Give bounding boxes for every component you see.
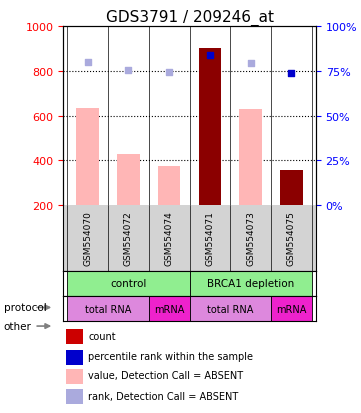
Bar: [67, 271, 190, 296]
Point: [166, 69, 172, 76]
Text: GSM554070: GSM554070: [83, 211, 92, 266]
Bar: [190, 296, 271, 321]
Bar: [66, 350, 83, 365]
Text: BRCA1 depletion: BRCA1 depletion: [207, 279, 294, 289]
Bar: [190, 271, 312, 296]
Text: control: control: [110, 279, 147, 289]
Text: GSM554071: GSM554071: [205, 211, 214, 266]
Bar: [149, 296, 190, 321]
Point: [248, 60, 253, 67]
Text: GSM554075: GSM554075: [287, 211, 296, 266]
Bar: [158, 166, 180, 206]
Point: [126, 67, 131, 74]
Bar: [77, 109, 99, 206]
Point: [85, 59, 91, 66]
Text: GSM554073: GSM554073: [246, 211, 255, 266]
Bar: [271, 296, 312, 321]
Text: protocol: protocol: [4, 303, 46, 313]
Bar: [66, 330, 83, 345]
Bar: [67, 296, 149, 321]
Bar: [280, 171, 303, 206]
Point: [207, 52, 213, 59]
Text: mRNA: mRNA: [276, 304, 306, 314]
Text: rank, Detection Call = ABSENT: rank, Detection Call = ABSENT: [88, 391, 239, 401]
Text: total RNA: total RNA: [85, 304, 131, 314]
Text: count: count: [88, 331, 116, 341]
Bar: [117, 154, 140, 206]
Point: [288, 71, 294, 77]
Text: percentile rank within the sample: percentile rank within the sample: [88, 351, 253, 361]
Text: other: other: [4, 321, 31, 331]
Text: GSM554074: GSM554074: [165, 211, 174, 266]
Text: value, Detection Call = ABSENT: value, Detection Call = ABSENT: [88, 370, 244, 380]
Text: mRNA: mRNA: [154, 304, 184, 314]
Bar: [239, 109, 262, 206]
Text: GSM554072: GSM554072: [124, 211, 133, 266]
Title: GDS3791 / 209246_at: GDS3791 / 209246_at: [105, 9, 274, 26]
Bar: [199, 49, 221, 206]
Bar: [66, 369, 83, 384]
Bar: [66, 389, 83, 404]
Text: total RNA: total RNA: [207, 304, 253, 314]
